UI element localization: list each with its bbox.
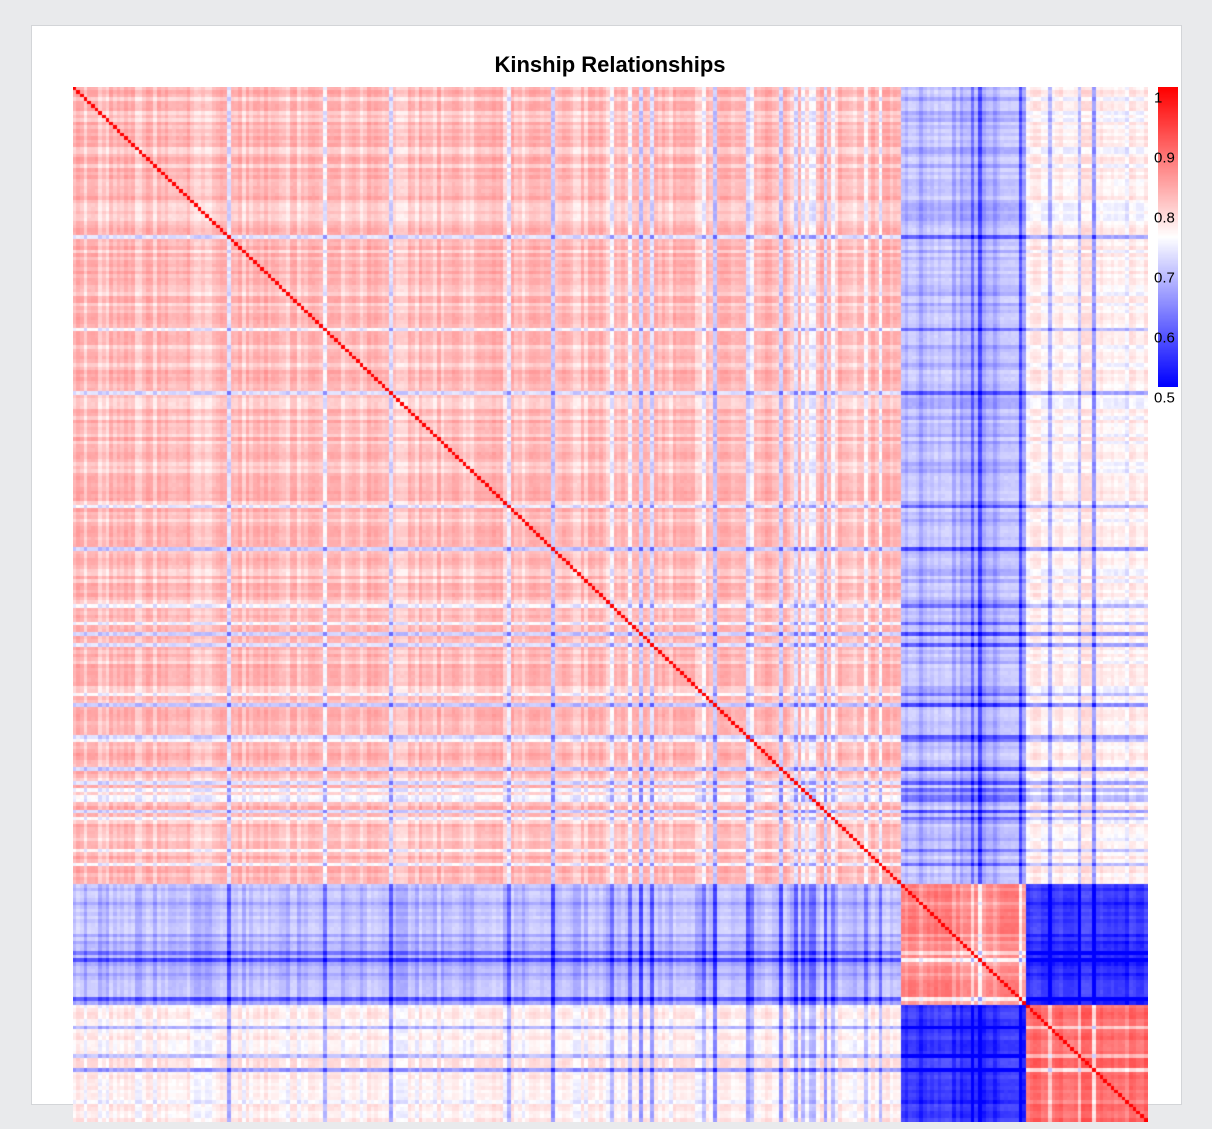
colorbar-tick-label: 0.7	[1154, 269, 1175, 287]
chart-panel: Kinship Relationships 1 0.9 0.8 0.7 0.6 0.5	[31, 25, 1182, 1122]
colorbar-tick-label: 0.6	[1154, 329, 1175, 347]
colorbar-tick-label: 0.9	[1154, 149, 1175, 167]
colorbar	[1158, 87, 1178, 387]
colorbar-tick-label: 1	[1154, 89, 1163, 107]
chart-title: Kinship Relationships	[494, 52, 726, 77]
kinship-heatmap	[73, 87, 1148, 1122]
colorbar-tick-label: 0.5	[1154, 389, 1175, 407]
colorbar-tick-label: 0.8	[1154, 209, 1175, 227]
